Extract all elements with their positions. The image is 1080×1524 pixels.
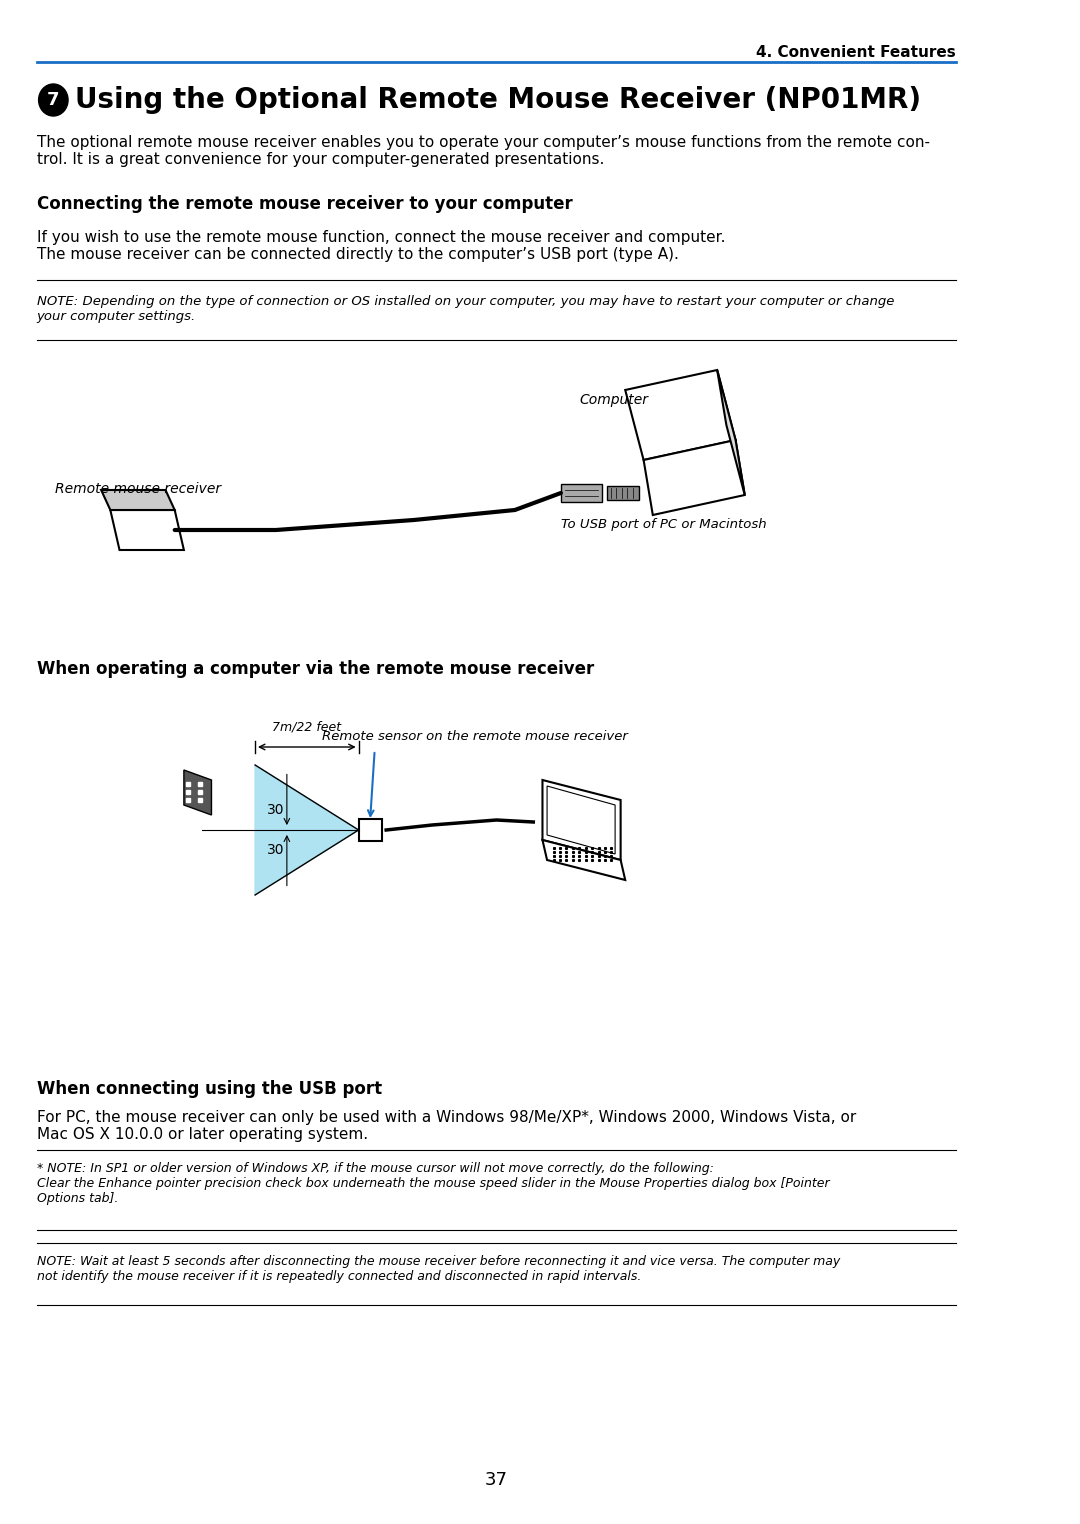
Text: 30: 30 (267, 843, 285, 856)
Polygon shape (102, 491, 175, 511)
Text: 30: 30 (267, 803, 285, 817)
Bar (359, 818, 381, 841)
Text: When operating a computer via the remote mouse receiver: When operating a computer via the remote… (37, 660, 594, 678)
Circle shape (39, 84, 68, 116)
Polygon shape (644, 440, 745, 515)
Text: * NOTE: In SP1 or older version of Windows XP, if the mouse cursor will not move: * NOTE: In SP1 or older version of Windo… (37, 1161, 829, 1205)
Polygon shape (184, 770, 212, 815)
Polygon shape (255, 765, 359, 895)
Polygon shape (625, 370, 735, 460)
Text: Remote sensor on the remote mouse receiver: Remote sensor on the remote mouse receiv… (322, 730, 627, 744)
Polygon shape (542, 840, 625, 879)
Text: 37: 37 (485, 1471, 508, 1489)
Polygon shape (561, 485, 603, 501)
Text: If you wish to use the remote mouse function, connect the mouse receiver and com: If you wish to use the remote mouse func… (37, 230, 726, 262)
Text: Remote mouse receiver: Remote mouse receiver (55, 482, 221, 495)
Polygon shape (717, 370, 745, 495)
Polygon shape (607, 486, 639, 500)
Text: When connecting using the USB port: When connecting using the USB port (37, 1081, 382, 1097)
Polygon shape (548, 786, 616, 853)
Text: 7m/22 feet: 7m/22 feet (272, 719, 341, 733)
Text: To USB port of PC or Macintosh: To USB port of PC or Macintosh (561, 518, 767, 530)
Text: The optional remote mouse receiver enables you to operate your computer’s mouse : The optional remote mouse receiver enabl… (37, 136, 930, 168)
Text: Computer: Computer (579, 393, 648, 407)
Polygon shape (110, 511, 184, 550)
Text: For PC, the mouse receiver can only be used with a Windows 98/Me/XP*, Windows 20: For PC, the mouse receiver can only be u… (37, 1109, 856, 1143)
Text: Connecting the remote mouse receiver to your computer: Connecting the remote mouse receiver to … (37, 195, 572, 213)
Text: NOTE: Wait at least 5 seconds after disconnecting the mouse receiver before reco: NOTE: Wait at least 5 seconds after disc… (37, 1254, 840, 1283)
Polygon shape (542, 780, 621, 860)
Text: 7: 7 (48, 91, 59, 110)
Text: Using the Optional Remote Mouse Receiver (NP01MR): Using the Optional Remote Mouse Receiver… (76, 85, 921, 114)
Text: 4. Convenient Features: 4. Convenient Features (756, 44, 956, 59)
Text: NOTE: Depending on the type of connection or OS installed on your computer, you : NOTE: Depending on the type of connectio… (37, 296, 894, 323)
